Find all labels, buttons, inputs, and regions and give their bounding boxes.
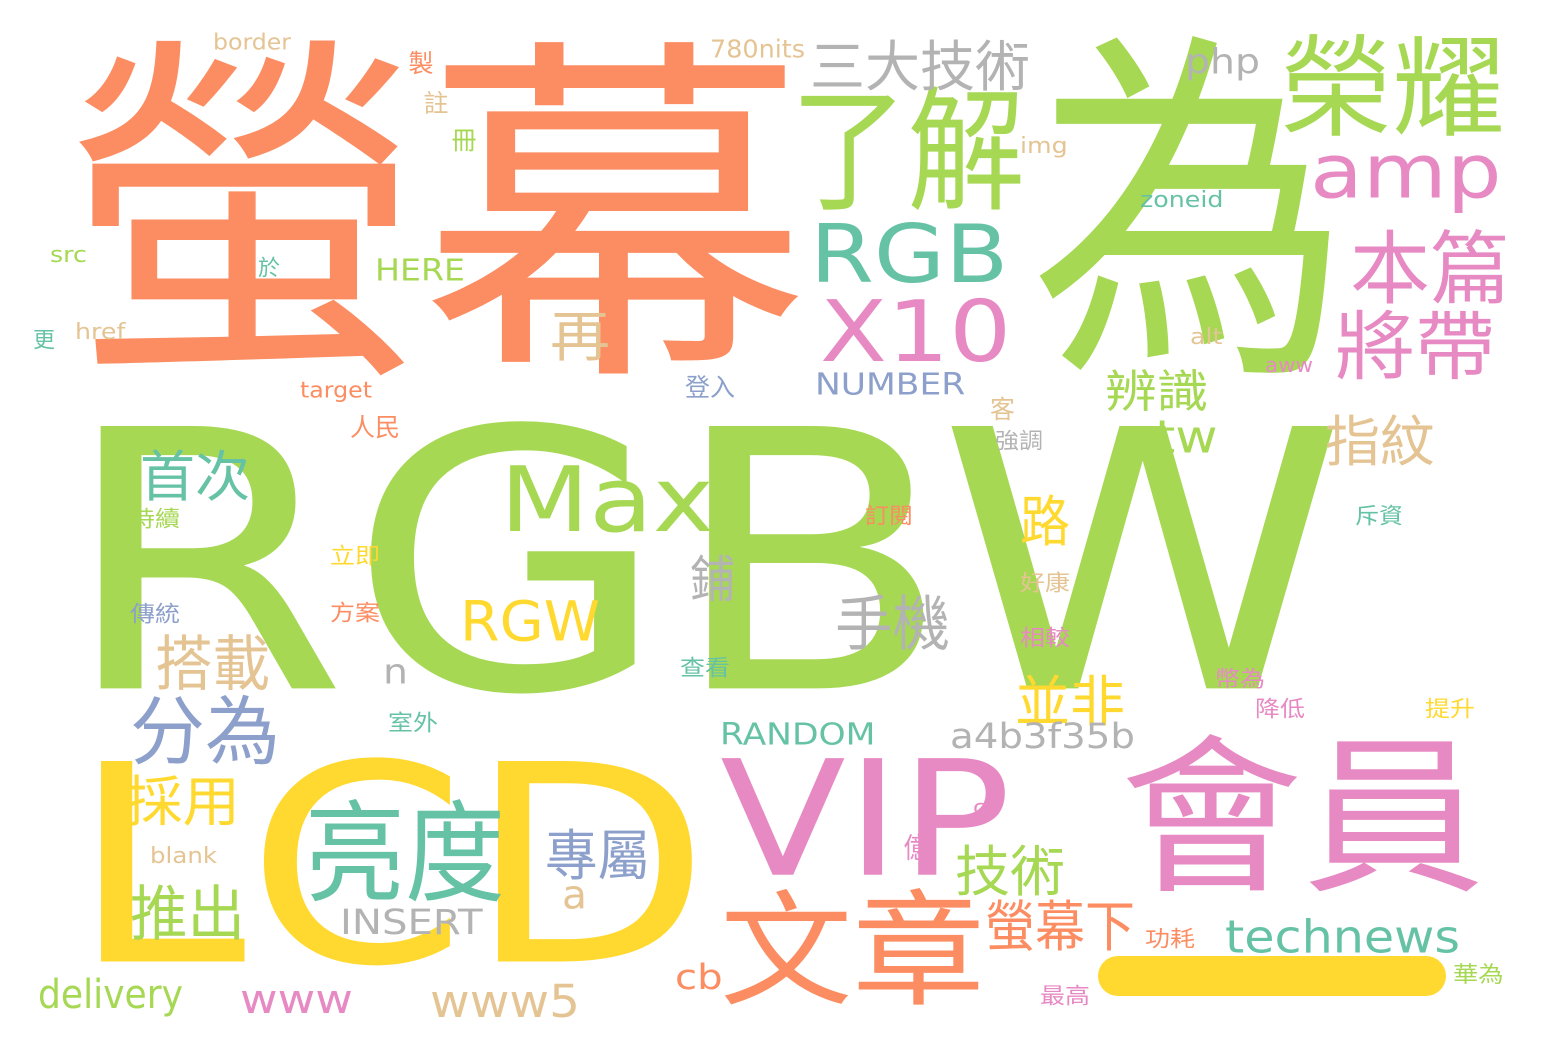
word-62: 於 — [254, 256, 279, 278]
word-58: ck — [973, 795, 999, 820]
word-0: 螢 — [62, 10, 424, 429]
word-49: zoneid — [1140, 187, 1224, 214]
word-45: php — [1185, 41, 1260, 83]
word-52: href — [75, 319, 126, 345]
word-69: 斥資 — [1355, 503, 1403, 529]
word-25: 鋪 — [690, 550, 735, 610]
word-6: 會員 — [1120, 721, 1485, 919]
word-67: 強調 — [995, 428, 1043, 454]
word-32: RANDOM — [720, 717, 876, 753]
word-20: 辨識 — [1105, 365, 1209, 418]
word-1: 幕 — [420, 10, 810, 430]
word-18: 分為 — [130, 688, 280, 776]
word-64: 登入 — [685, 373, 735, 402]
word-36: 技術 — [955, 840, 1065, 904]
word-71: 立即 — [330, 543, 380, 569]
word-50: HERE — [375, 252, 465, 288]
word-38: INSERT — [340, 901, 483, 943]
word-73: 傳統 — [130, 601, 180, 627]
word-23: 首次 — [140, 445, 250, 509]
word-70: 持續 — [130, 506, 180, 532]
word-42: www — [240, 976, 353, 1024]
word-81: 億 — [900, 833, 929, 861]
word-2: 為 — [1030, 5, 1350, 430]
word-11: RGB — [810, 208, 1009, 302]
word-15: 將帶 — [1335, 303, 1495, 391]
word-84: 華為 — [1453, 962, 1504, 988]
underscore-mark — [1098, 956, 1446, 996]
word-51: src — [50, 242, 87, 268]
word-26: 手機 — [835, 589, 950, 660]
word-55: alt — [1190, 324, 1223, 350]
word-82: 功耗 — [1145, 926, 1195, 952]
word-74: 方案 — [330, 600, 380, 626]
word-40: technews — [1225, 910, 1460, 964]
word-46: 780nits — [710, 34, 805, 64]
word-44: cb — [675, 956, 723, 998]
word-13: 三大技術 — [810, 35, 1030, 99]
word-27: RGW — [460, 590, 600, 654]
word-19: 再 — [550, 305, 610, 370]
word-60: 註 — [420, 90, 449, 115]
word-8: 了解 — [790, 73, 1025, 232]
word-28: 搭載 — [155, 629, 270, 700]
word-78: 降低 — [1255, 696, 1305, 722]
word-5: VIP — [720, 726, 1012, 913]
word-66: 客 — [990, 395, 1015, 424]
word-35: 專屬 — [545, 824, 650, 889]
word-3: RGBW — [60, 355, 1348, 774]
word-14: 本篇 — [1350, 223, 1510, 316]
word-61: 冊 — [448, 127, 477, 152]
word-72: 好康 — [1020, 570, 1070, 596]
word-7: 文章 — [720, 879, 985, 1025]
word-29: 並非 — [1015, 670, 1125, 734]
word-41: delivery — [38, 970, 183, 1019]
word-31: a4b3f35b — [950, 716, 1135, 758]
word-76: 查看 — [680, 655, 730, 681]
word-79: 提升 — [1425, 696, 1475, 722]
word-65: 人民 — [350, 413, 400, 442]
word-47: border — [213, 29, 291, 56]
word-53: target — [300, 377, 372, 404]
word-57: blank — [150, 842, 217, 869]
word-63: 更 — [29, 328, 54, 350]
word-30: n — [383, 651, 408, 693]
word-9: 榮耀 — [1280, 25, 1505, 154]
word-68: 訂閱 — [865, 503, 913, 529]
word-21: tw — [1155, 410, 1218, 464]
word-83: 最高 — [1040, 983, 1090, 1009]
word-80: 室外 — [388, 710, 438, 736]
word-59: 製 — [405, 50, 434, 75]
word-75: 相較 — [1020, 625, 1070, 651]
word-17: 亮度 — [305, 790, 505, 919]
word-43: www5 — [430, 976, 580, 1029]
word-54: NUMBER — [815, 367, 966, 403]
word-77: 幣為 — [1215, 666, 1265, 692]
word-16: Max — [500, 447, 714, 553]
word-56: aww — [1265, 354, 1313, 378]
word-22: 指紋 — [1325, 410, 1435, 474]
word-34: 推出 — [130, 879, 245, 950]
word-39: 螢幕下 — [985, 895, 1135, 960]
word-37: a — [562, 871, 587, 919]
word-12: X10 — [820, 282, 1012, 382]
word-4: LCD — [70, 706, 711, 1028]
word-24: 路 — [1020, 490, 1070, 555]
word-48: img — [1020, 133, 1068, 159]
word-10: amp — [1310, 128, 1502, 216]
word-33: 採用 — [125, 770, 240, 835]
